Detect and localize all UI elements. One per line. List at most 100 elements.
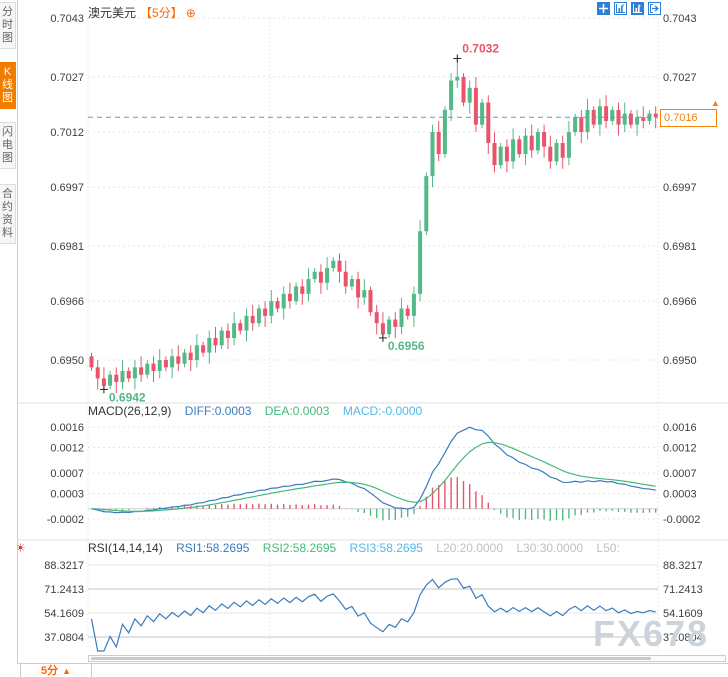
candle bbox=[529, 135, 534, 151]
sidebar-tab-lightning-chart[interactable]: 闪电图 bbox=[0, 122, 16, 169]
candle bbox=[170, 356, 175, 368]
candle bbox=[480, 102, 485, 125]
candle bbox=[542, 131, 547, 147]
main-y-label-left: 0.7012 bbox=[50, 127, 84, 139]
main-y-label-right: 0.6966 bbox=[663, 296, 697, 308]
macd-y-label-right: 0.0007 bbox=[663, 468, 697, 480]
candle bbox=[337, 260, 342, 272]
macd-diff-value: DIFF:0.0003 bbox=[184, 404, 252, 418]
macd-y-label-right: 0.0003 bbox=[663, 488, 697, 500]
candle bbox=[219, 330, 224, 346]
candle bbox=[399, 308, 404, 327]
axis-zoom-in-icon[interactable] bbox=[631, 2, 644, 15]
candle bbox=[560, 143, 565, 158]
candle bbox=[349, 279, 354, 287]
candle bbox=[126, 371, 131, 379]
candle bbox=[387, 319, 392, 335]
candle bbox=[374, 312, 379, 324]
candle bbox=[108, 374, 113, 386]
candle bbox=[188, 352, 193, 360]
indicator-settings-icon[interactable]: ☀ bbox=[15, 541, 26, 555]
period-tab-arrow-icon: ▲ bbox=[62, 666, 72, 676]
sidebar-tab-time-chart[interactable]: 分时图 bbox=[0, 2, 16, 49]
candle bbox=[244, 315, 249, 331]
low-price-annotation: 0.6942 bbox=[109, 390, 146, 404]
candle bbox=[182, 352, 187, 364]
rsi1-value: RSI1:58.2695 bbox=[176, 541, 250, 555]
candle bbox=[275, 301, 280, 309]
macd-y-label-right: -0.0002 bbox=[663, 514, 700, 526]
candle bbox=[89, 356, 94, 368]
macd-dea-value: DEA:0.0003 bbox=[264, 404, 330, 418]
macd-y-label-left: -0.0002 bbox=[47, 514, 84, 526]
sidebar-tab-contract-info[interactable]: 合约资料 bbox=[0, 184, 16, 244]
candle bbox=[201, 345, 206, 353]
candle bbox=[628, 113, 633, 125]
main-y-label-left: 0.6997 bbox=[50, 182, 84, 194]
add-indicator-icon[interactable]: ⊕ bbox=[185, 6, 196, 20]
candle bbox=[473, 87, 478, 125]
candle bbox=[225, 330, 230, 338]
candle bbox=[120, 371, 125, 383]
axis-zoom-out-icon[interactable] bbox=[614, 2, 627, 15]
candle bbox=[281, 293, 286, 309]
candle bbox=[504, 146, 509, 162]
candle bbox=[318, 271, 323, 283]
candle bbox=[405, 308, 410, 316]
sidebar-tab-kline-chart[interactable]: K线图 bbox=[0, 62, 16, 109]
candle bbox=[157, 359, 162, 372]
candle bbox=[139, 367, 144, 375]
rsi-y-label-left: 54.1609 bbox=[44, 608, 84, 620]
low-price-annotation: 0.6956 bbox=[388, 339, 425, 353]
main-y-label-left: 0.6981 bbox=[50, 241, 84, 253]
candle bbox=[461, 76, 466, 103]
candle bbox=[604, 106, 609, 121]
rsi-y-label-right: 71.2413 bbox=[663, 584, 703, 596]
candle bbox=[548, 146, 553, 162]
candle bbox=[430, 131, 435, 177]
candle bbox=[498, 146, 503, 166]
macd-title: MACD(26,12,9) bbox=[88, 404, 172, 418]
candle bbox=[554, 143, 559, 162]
h-scrollbar-thumb[interactable] bbox=[91, 657, 651, 660]
candle bbox=[442, 109, 447, 155]
candle bbox=[535, 131, 540, 151]
candle bbox=[114, 374, 119, 383]
candle bbox=[95, 367, 100, 379]
main-y-label-left: 0.7027 bbox=[50, 72, 84, 84]
rsi2-value: RSI2:58.2695 bbox=[262, 541, 337, 555]
price-up-arrow-icon: ▲ bbox=[711, 98, 720, 108]
candle bbox=[616, 109, 621, 125]
candle bbox=[653, 113, 658, 118]
candle bbox=[238, 323, 243, 331]
candle bbox=[232, 323, 237, 338]
candle bbox=[517, 139, 522, 155]
macd-panel-header: MACD(26,12,9) DIFF:0.0003 DEA:0.0003 MAC… bbox=[88, 404, 432, 418]
chart-title-row: 澳元美元 【5分】 ⊕ bbox=[88, 4, 196, 21]
exit-chart-icon[interactable] bbox=[648, 2, 661, 15]
macd-y-label-left: 0.0007 bbox=[50, 468, 84, 480]
candle bbox=[424, 176, 429, 232]
macd-y-label-right: 0.0016 bbox=[663, 422, 697, 434]
rsi-y-label-left: 37.0804 bbox=[44, 632, 84, 644]
main-y-label-right: 0.7027 bbox=[663, 72, 697, 84]
macd-y-label-right: 0.0012 bbox=[663, 442, 697, 454]
rsi-y-label-right: 54.1609 bbox=[663, 608, 703, 620]
candle bbox=[163, 359, 168, 368]
candle bbox=[145, 363, 150, 375]
period-tab[interactable]: 5分 ▲ bbox=[20, 664, 92, 677]
candle bbox=[368, 290, 373, 313]
h-scrollbar-track[interactable] bbox=[88, 655, 726, 662]
candle bbox=[411, 293, 416, 316]
candle bbox=[585, 109, 590, 132]
candle bbox=[492, 143, 497, 166]
candle bbox=[597, 106, 602, 125]
crosshair-icon[interactable] bbox=[597, 2, 610, 15]
candle bbox=[380, 323, 385, 335]
rsi-l20-value: L20:20.0000 bbox=[436, 541, 503, 555]
rsi-y-label-left: 88.3217 bbox=[44, 560, 84, 572]
candle bbox=[151, 363, 156, 372]
candle bbox=[269, 301, 274, 316]
macd-y-label-left: 0.0012 bbox=[50, 442, 84, 454]
